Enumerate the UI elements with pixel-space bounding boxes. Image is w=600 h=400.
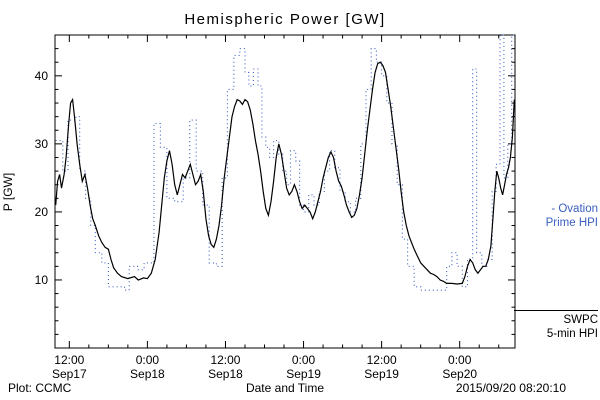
legend-swpc-line-sample bbox=[514, 310, 598, 311]
svg-text:0:00: 0:00 bbox=[448, 353, 472, 367]
plot-credit: Plot: CCMC bbox=[8, 381, 72, 395]
svg-text:Sep19: Sep19 bbox=[286, 367, 321, 381]
legend-swpc-line2: 5-min HPI bbox=[546, 328, 598, 340]
legend-ovation: - Ovation Prime HPI bbox=[514, 202, 598, 230]
legend-swpc: SWPC 5-min HPI bbox=[514, 310, 598, 341]
svg-text:10: 10 bbox=[35, 273, 49, 287]
svg-text:Sep20: Sep20 bbox=[442, 367, 477, 381]
svg-text:Sep18: Sep18 bbox=[208, 367, 243, 381]
svg-text:Sep19: Sep19 bbox=[364, 367, 399, 381]
legend-ovation-line1: - Ovation bbox=[551, 203, 598, 215]
svg-text:12:00: 12:00 bbox=[54, 353, 84, 367]
svg-text:Sep18: Sep18 bbox=[130, 367, 165, 381]
svg-text:12:00: 12:00 bbox=[367, 353, 397, 367]
svg-text:0:00: 0:00 bbox=[292, 353, 316, 367]
legend-swpc-line1: SWPC bbox=[563, 314, 599, 326]
x-axis-label: Date and Time bbox=[245, 381, 325, 395]
chart-title: Hemispheric Power [GW] bbox=[184, 11, 386, 28]
svg-text:0:00: 0:00 bbox=[136, 353, 160, 367]
plot-timestamp: 2015/09/20 08:20:10 bbox=[455, 381, 566, 395]
svg-text:20: 20 bbox=[35, 205, 49, 219]
svg-text:12:00: 12:00 bbox=[210, 353, 240, 367]
svg-text:40: 40 bbox=[35, 69, 49, 83]
legend-ovation-line2: Prime HPI bbox=[545, 217, 598, 229]
svg-text:Sep17: Sep17 bbox=[52, 367, 87, 381]
svg-text:30: 30 bbox=[35, 137, 49, 151]
